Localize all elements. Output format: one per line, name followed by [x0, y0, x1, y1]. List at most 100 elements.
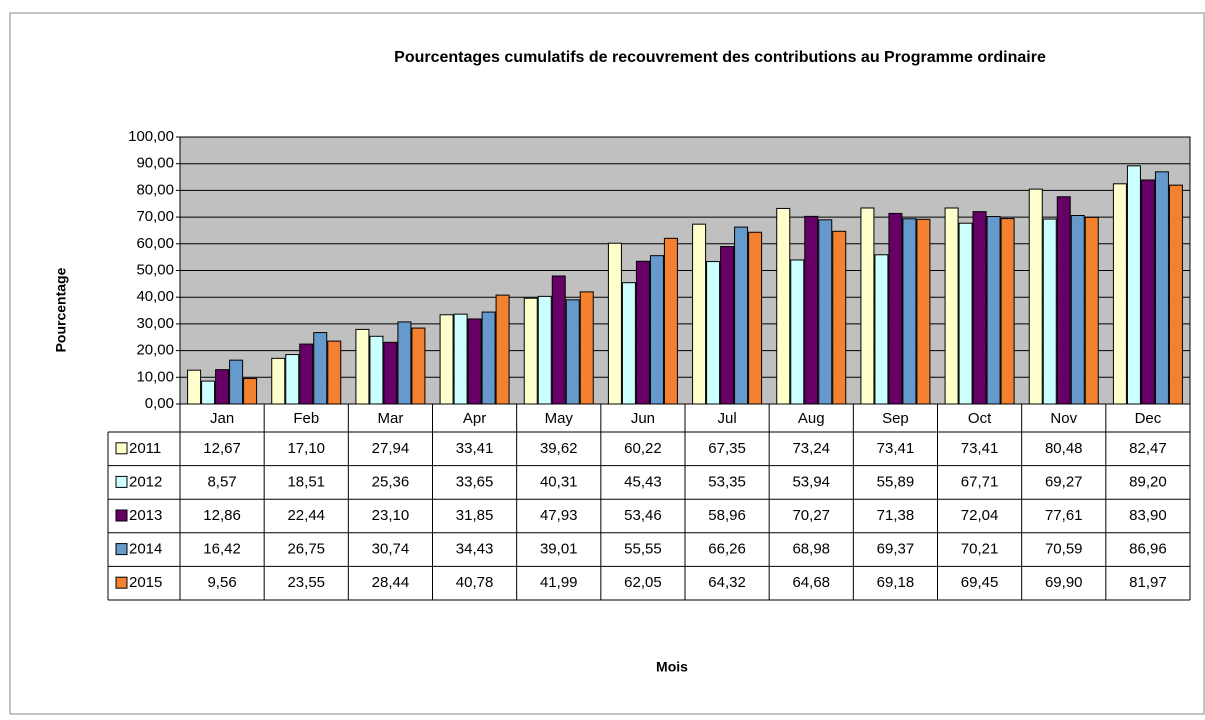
- bar: [467, 318, 482, 405]
- bar: [411, 327, 426, 405]
- table-value: 83,90: [1129, 507, 1167, 524]
- bar: [1028, 188, 1043, 405]
- bar: [832, 230, 847, 405]
- x-tick-label: Oct: [968, 410, 992, 427]
- legend-label: 2015: [129, 574, 162, 591]
- table-value: 53,46: [624, 507, 662, 524]
- bar: [1084, 216, 1099, 405]
- table-value: 28,44: [372, 574, 410, 591]
- bar: [579, 291, 594, 405]
- bar: [972, 211, 987, 405]
- bar: [1112, 183, 1127, 405]
- table-value: 34,43: [456, 541, 494, 558]
- table-value: 8,57: [207, 473, 236, 490]
- bar: [1154, 171, 1169, 405]
- y-tick-label: 70,00: [136, 208, 174, 225]
- table-value: 66,26: [708, 541, 746, 558]
- bar: [1168, 184, 1183, 405]
- table-value: 23,55: [287, 574, 325, 591]
- table-value: 81,97: [1129, 574, 1167, 591]
- bar: [439, 314, 454, 405]
- bar: [285, 354, 300, 405]
- table-value: 69,45: [961, 574, 999, 591]
- bar: [663, 237, 678, 405]
- table-value: 86,96: [1129, 541, 1167, 558]
- table-value: 82,47: [1129, 440, 1167, 457]
- legend-swatch: [115, 543, 128, 556]
- x-tick-label: Mar: [377, 410, 403, 427]
- x-tick-label: Aug: [798, 410, 825, 427]
- bar: [215, 369, 230, 405]
- bar: [495, 294, 510, 405]
- bar: [902, 218, 917, 405]
- y-tick-label: 10,00: [136, 368, 174, 385]
- legend-swatch: [115, 442, 128, 455]
- bar: [944, 207, 959, 405]
- bar: [187, 369, 202, 405]
- table-value: 69,90: [1045, 574, 1083, 591]
- table-value: 18,51: [287, 473, 325, 490]
- bar: [958, 222, 973, 405]
- y-axis-label: Pourcentage: [53, 267, 69, 352]
- y-tick-label: 40,00: [136, 288, 174, 305]
- bar: [692, 223, 707, 405]
- table-value: 45,43: [624, 473, 662, 490]
- bar: [523, 297, 538, 405]
- table-value: 27,94: [372, 440, 410, 457]
- bar: [229, 359, 244, 405]
- y-tick-label: 90,00: [136, 155, 174, 172]
- bar: [860, 207, 875, 405]
- table-value: 69,37: [877, 541, 915, 558]
- table-value: 41,99: [540, 574, 578, 591]
- table-value: 71,38: [877, 507, 915, 524]
- bar: [1000, 218, 1015, 405]
- table-value: 23,10: [372, 507, 410, 524]
- table-value: 33,41: [456, 440, 494, 457]
- y-tick-label: 0,00: [145, 395, 174, 412]
- bar: [748, 231, 763, 405]
- table-value: 67,35: [708, 440, 746, 457]
- legend-label: 2012: [129, 473, 162, 490]
- bar: [776, 207, 791, 405]
- table-value: 60,22: [624, 440, 662, 457]
- legend-swatch: [115, 509, 128, 522]
- bar: [1056, 196, 1071, 405]
- bar: [916, 218, 931, 405]
- bar: [201, 380, 216, 405]
- bar: [243, 377, 258, 405]
- table-value: 89,20: [1129, 473, 1167, 490]
- table-value: 73,41: [877, 440, 915, 457]
- table-value: 39,01: [540, 541, 578, 558]
- bar: [1070, 215, 1085, 405]
- table-value: 12,86: [203, 507, 241, 524]
- table-value: 16,42: [203, 541, 241, 558]
- bar: [635, 260, 650, 405]
- table-value: 39,62: [540, 440, 578, 457]
- table-value: 30,74: [372, 541, 410, 558]
- table-value: 70,21: [961, 541, 999, 558]
- table-value: 31,85: [456, 507, 494, 524]
- x-tick-label: Apr: [463, 410, 486, 427]
- y-tick-label: 20,00: [136, 342, 174, 359]
- legend-label: 2014: [129, 541, 162, 558]
- bar: [355, 328, 370, 405]
- bar: [720, 246, 735, 405]
- bar: [790, 259, 805, 405]
- table-value: 62,05: [624, 574, 662, 591]
- table-value: 58,96: [708, 507, 746, 524]
- table-value: 80,48: [1045, 440, 1083, 457]
- table-value: 26,75: [287, 541, 325, 558]
- legend-swatch: [115, 475, 128, 488]
- bar: [327, 340, 342, 405]
- x-tick-label: Jul: [717, 410, 736, 427]
- legend-swatch: [115, 576, 128, 589]
- bar: [649, 255, 664, 405]
- bar: [299, 343, 314, 405]
- x-axis-label: Mois: [656, 659, 688, 675]
- table-value: 73,41: [961, 440, 999, 457]
- bar: [565, 299, 580, 405]
- x-tick-label: Dec: [1135, 410, 1162, 427]
- chart-title: Pourcentages cumulatifs de recouvrement …: [394, 49, 1046, 66]
- bar: [888, 212, 903, 405]
